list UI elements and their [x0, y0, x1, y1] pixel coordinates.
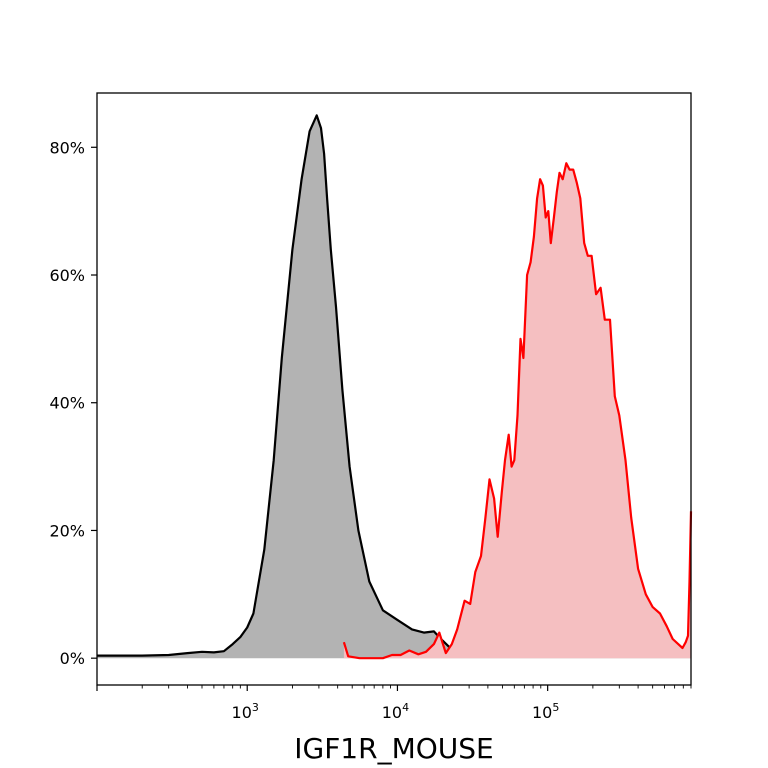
y-tick-label: 40% [49, 394, 85, 413]
x-axis-label: IGF1R_MOUSE [294, 732, 494, 765]
x-tick-label: 103 [232, 701, 259, 722]
y-tick-label: 60% [49, 266, 85, 285]
x-tick-label: 105 [532, 701, 559, 722]
y-axis: 0% 20% 40% 60% 80% [49, 138, 97, 668]
y-tick-label: 20% [49, 521, 85, 540]
y-tick-label: 0% [60, 649, 85, 668]
plot-frame [96, 92, 692, 686]
series-1-area [343, 163, 691, 659]
series-1-line [342, 162, 693, 660]
y-tick-label: 80% [49, 138, 85, 157]
series-layer [97, 114, 693, 660]
x-axis: 103 104 105 [96, 685, 692, 722]
x-tick-label: 104 [382, 701, 409, 722]
